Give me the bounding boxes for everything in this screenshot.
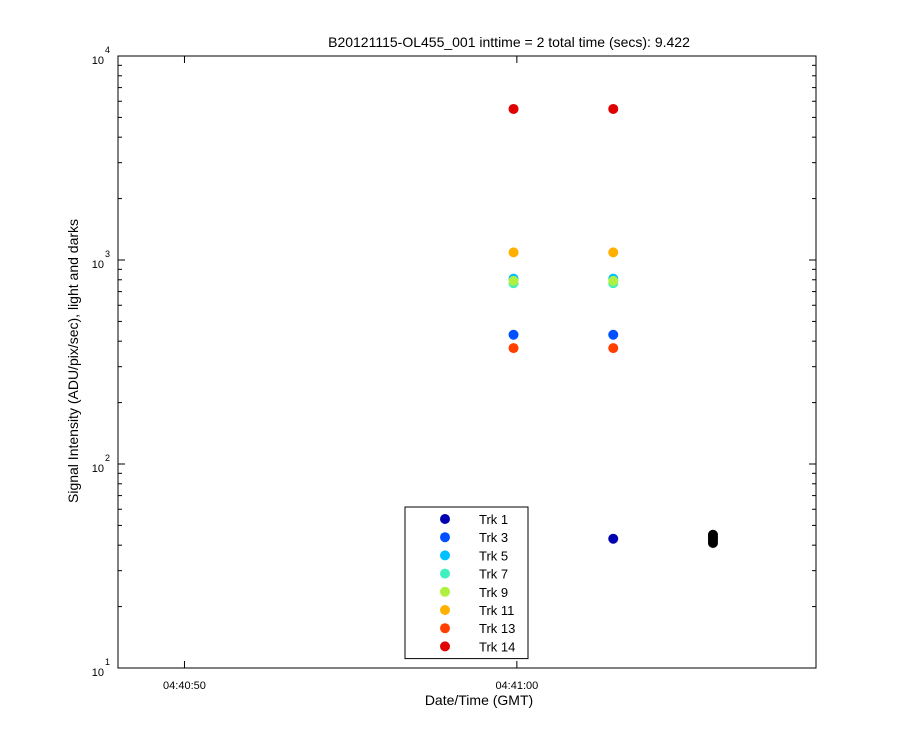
point-trk-13 xyxy=(608,343,619,354)
legend-label-trk-7: Trk 7 xyxy=(479,567,508,582)
dark-point xyxy=(707,529,718,540)
x-axis-label: Date/Time (GMT) xyxy=(425,692,533,708)
y-axis-label: Signal Intensity (ADU/pix/sec), light an… xyxy=(65,219,81,503)
plot-frame xyxy=(117,55,817,669)
legend-label-trk-14: Trk 14 xyxy=(479,639,515,654)
data-points xyxy=(408,103,718,553)
y-tick-exponent: 4 xyxy=(105,45,110,55)
x-tick-label: 04:40:50 xyxy=(163,680,206,692)
point-trk-3 xyxy=(608,329,619,340)
legend-marker-trk-13 xyxy=(440,623,450,634)
legend-marker-trk-5 xyxy=(440,550,450,561)
legend-label-trk-5: Trk 5 xyxy=(479,548,508,563)
legend-label-trk-11: Trk 11 xyxy=(479,603,514,618)
legend-marker-trk-7 xyxy=(440,568,450,579)
legend-marker-trk-11 xyxy=(440,605,450,615)
legend-label-trk-13: Trk 13 xyxy=(479,621,515,636)
legend-marker-trk-14 xyxy=(440,641,450,652)
legend-label-trk-9: Trk 9 xyxy=(479,585,508,600)
legend-marker-trk-1 xyxy=(440,514,450,524)
y-tick-label: 10 xyxy=(92,463,104,475)
chart-title: B20121115-OL455_001 inttime = 2 total ti… xyxy=(328,34,690,50)
x-tick-label: 04:41:00 xyxy=(495,680,538,692)
legend-marker-trk-9 xyxy=(440,586,450,597)
legend-marker-trk-3 xyxy=(440,532,450,543)
legend-box xyxy=(404,506,529,660)
y-tick-label: 10 xyxy=(92,55,104,67)
point-trk-1 xyxy=(608,533,619,544)
y-tick-label: 10 xyxy=(92,667,104,679)
point-trk-9 xyxy=(608,275,619,286)
point-trk-14 xyxy=(608,103,619,114)
point-trk-9 xyxy=(508,275,519,286)
y-tick-label: 10 xyxy=(92,259,104,271)
point-trk-14 xyxy=(508,103,519,114)
legend-label-trk-1: Trk 1 xyxy=(479,512,508,527)
point-trk-13 xyxy=(508,343,519,354)
point-trk-11 xyxy=(608,247,619,258)
y-tick-exponent: 2 xyxy=(105,453,110,463)
point-trk-11 xyxy=(508,247,519,258)
point-trk-3 xyxy=(508,329,519,340)
legend-label-trk-3: Trk 3 xyxy=(479,530,508,545)
y-tick-exponent: 3 xyxy=(105,249,110,259)
y-tick-exponent: 1 xyxy=(105,657,110,667)
legend: Trk 1 Trk 3 Trk 5 Trk 7 Trk 9 Trk 11 Trk 13 Trk… xyxy=(404,506,529,660)
